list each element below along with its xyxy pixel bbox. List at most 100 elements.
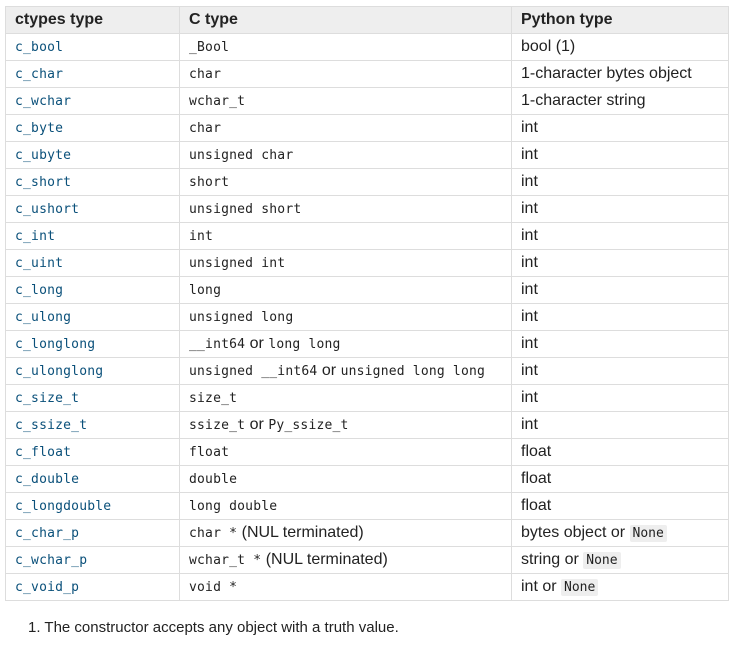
ctypes-type-cell: c_void_p: [5, 573, 180, 601]
column-header-c-type: C type: [179, 6, 512, 34]
ctypes-type-link[interactable]: c_wchar: [15, 94, 72, 109]
ctypes-type-cell: c_longdouble: [5, 492, 180, 520]
ctypes-type-cell: c_short: [5, 168, 180, 196]
ctypes-type-cell: c_longlong: [5, 330, 180, 358]
table-row: c_ubyte unsigned char int: [5, 141, 729, 169]
table-row: c_long long int: [5, 276, 729, 304]
ctypes-type-cell: c_wchar: [5, 87, 180, 115]
c-type-note: or: [245, 335, 269, 352]
python-type-text: bytes object or: [521, 524, 630, 541]
python-type-cell: 1-character bytes object: [511, 60, 729, 88]
python-type-text: string or: [521, 551, 584, 568]
c-type-cell: char * (NUL terminated): [179, 519, 512, 547]
ctypes-type-link[interactable]: c_longlong: [15, 337, 96, 352]
python-type-text: int: [521, 119, 538, 136]
python-type-cell: 1-character string: [511, 87, 729, 115]
python-type-cell: int: [511, 411, 729, 439]
ctypes-type-link[interactable]: c_wchar_p: [15, 553, 88, 568]
python-type-text: int: [521, 281, 538, 298]
ctypes-type-link[interactable]: c_char_p: [15, 526, 80, 541]
table-row: c_ushort unsigned short int: [5, 195, 729, 223]
table-row: c_void_p void * int or None: [5, 573, 729, 601]
ctypes-type-cell: c_char: [5, 60, 180, 88]
c-type-code: float: [189, 445, 230, 460]
table-row: c_size_t size_t int: [5, 384, 729, 412]
c-type-note: (NUL terminated): [261, 551, 388, 568]
ctypes-type-link[interactable]: c_ulong: [15, 310, 72, 325]
c-type-note: or: [245, 416, 269, 433]
c-type-cell: __int64 or long long: [179, 330, 512, 358]
c-type-code: void *: [189, 580, 238, 595]
python-type-cell: bytes object or None: [511, 519, 729, 547]
ctypes-type-link[interactable]: c_void_p: [15, 580, 80, 595]
c-type-code: double: [189, 472, 238, 487]
c-type-code: unsigned long long: [340, 364, 486, 379]
python-none-literal: None: [629, 525, 667, 542]
python-none-literal: None: [561, 579, 599, 596]
column-header-python-type: Python type: [511, 6, 729, 34]
ctypes-type-link[interactable]: c_ssize_t: [15, 418, 88, 433]
ctypes-type-link[interactable]: c_char: [15, 67, 64, 82]
ctypes-type-cell: c_size_t: [5, 384, 180, 412]
python-type-cell: int: [511, 357, 729, 385]
python-type-text: int: [521, 146, 538, 163]
ctypes-type-link[interactable]: c_ubyte: [15, 148, 72, 163]
c-type-code: unsigned long: [189, 310, 294, 325]
footnote: 1. The constructor accepts any object wi…: [28, 619, 399, 636]
c-type-cell: wchar_t: [179, 87, 512, 115]
python-type-cell: int or None: [511, 573, 729, 601]
ctypes-type-link[interactable]: c_int: [15, 229, 56, 244]
ctypes-type-cell: c_uint: [5, 249, 180, 277]
table-row: c_ulong unsigned long int: [5, 303, 729, 331]
ctypes-type-link[interactable]: c_bool: [15, 40, 64, 55]
ctypes-type-link[interactable]: c_short: [15, 175, 72, 190]
c-type-cell: long double: [179, 492, 512, 520]
ctypes-type-link[interactable]: c_size_t: [15, 391, 80, 406]
ctypes-type-cell: c_ulong: [5, 303, 180, 331]
ctypes-type-cell: c_double: [5, 465, 180, 493]
c-type-code: int: [189, 229, 214, 244]
table-row: c_double double float: [5, 465, 729, 493]
ctypes-type-cell: c_ushort: [5, 195, 180, 223]
header-row: ctypes type C type Python type: [5, 6, 729, 34]
c-type-cell: float: [179, 438, 512, 466]
c-type-cell: unsigned char: [179, 141, 512, 169]
python-type-cell: float: [511, 492, 729, 520]
c-type-code: char: [189, 67, 222, 82]
python-type-text: int: [521, 335, 538, 352]
table-row: c_ssize_t ssize_t or Py_ssize_t int: [5, 411, 729, 439]
ctypes-type-link[interactable]: c_ushort: [15, 202, 80, 217]
ctypes-type-link[interactable]: c_long: [15, 283, 64, 298]
python-none-literal: None: [583, 552, 621, 569]
python-type-text: int: [521, 227, 538, 244]
c-type-cell: unsigned int: [179, 249, 512, 277]
ctypes-type-link[interactable]: c_float: [15, 445, 72, 460]
ctypes-type-link[interactable]: c_ulonglong: [15, 364, 104, 379]
table-row: c_uint unsigned int int: [5, 249, 729, 277]
python-type-text: float: [521, 443, 552, 460]
c-type-cell: size_t: [179, 384, 512, 412]
ctypes-type-link[interactable]: c_uint: [15, 256, 64, 271]
c-type-cell: char: [179, 114, 512, 142]
ctypes-type-link[interactable]: c_byte: [15, 121, 64, 136]
python-type-cell: int: [511, 114, 729, 142]
table-row: c_wchar wchar_t 1-character string: [5, 87, 729, 115]
table-row: c_char char 1-character bytes object: [5, 60, 729, 88]
ctypes-type-cell: c_ubyte: [5, 141, 180, 169]
c-type-code: unsigned short: [189, 202, 302, 217]
table-row: c_short short int: [5, 168, 729, 196]
python-type-cell: int: [511, 141, 729, 169]
python-type-cell: int: [511, 384, 729, 412]
python-type-text: int: [521, 389, 538, 406]
c-type-cell: long: [179, 276, 512, 304]
c-type-cell: ssize_t or Py_ssize_t: [179, 411, 512, 439]
c-type-note: or: [317, 362, 341, 379]
c-type-cell: void *: [179, 573, 512, 601]
python-type-cell: int: [511, 249, 729, 277]
python-type-cell: bool (1): [511, 33, 729, 61]
ctypes-type-link[interactable]: c_longdouble: [15, 499, 112, 514]
ctypes-type-cell: c_wchar_p: [5, 546, 180, 574]
c-type-cell: unsigned long: [179, 303, 512, 331]
ctypes-type-link[interactable]: c_double: [15, 472, 80, 487]
python-type-cell: int: [511, 222, 729, 250]
